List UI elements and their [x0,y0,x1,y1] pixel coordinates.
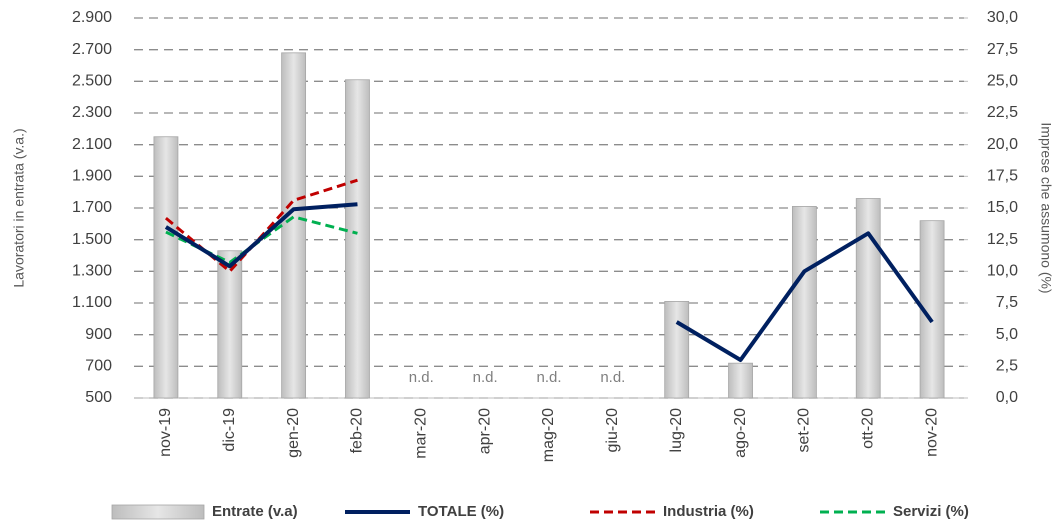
x-tick-label: ott-20 [859,408,876,449]
y-tick-label: 1.300 [72,263,112,280]
x-tick-label: feb-20 [349,408,366,453]
x-tick-label: gen-20 [285,408,302,458]
x-tick-label: set-20 [796,408,813,453]
y-tick-label: 1.700 [72,199,112,216]
y2-tick-label: 12,5 [987,231,1018,248]
line [164,202,934,362]
legend-label: Entrate (v.a) [212,503,298,520]
y-tick-label: 1.900 [72,168,112,185]
bar [281,52,307,399]
x-tick-label: nov-20 [923,408,940,457]
y2-tick-label: 27,5 [987,41,1018,58]
y2-tick-label: 10,0 [987,263,1018,280]
legend-swatch [111,504,205,520]
y-tick-label: 1.100 [72,294,112,311]
y-tick-label: 2.500 [72,73,112,90]
y-tick-label: 500 [85,389,112,406]
y-tick-label: 700 [85,358,112,375]
bar [153,136,179,399]
y2-tick-label: 25,0 [987,73,1018,90]
y-tick-label: 2.100 [72,136,112,153]
bar [664,301,690,399]
y2-tick-label: 30,0 [987,9,1018,26]
y-axis-title: Lavoratori in entrata (v.a.) [11,128,27,287]
x-tick-label: mag-20 [540,408,557,462]
y2-tick-label: 7,5 [996,294,1018,311]
x-tick-label: mar-20 [413,408,430,459]
y-tick-label: 900 [85,326,112,343]
value-label: n.d. [536,369,561,386]
y2-tick-label: 17,5 [987,168,1018,185]
y-tick-label: 2.700 [72,41,112,58]
y2-tick-label: 2,5 [996,358,1018,375]
x-tick-label: nov-19 [157,408,174,457]
x-tick-label: dic-19 [221,408,238,452]
legend-label: TOTALE (%) [418,503,504,520]
bar [728,362,753,399]
value-label: n.d. [409,369,434,386]
y2-tick-label: 20,0 [987,136,1018,153]
x-tick-label: giu-20 [604,408,621,453]
value-label: n.d. [473,369,498,386]
x-tick-label: lug-20 [668,408,685,453]
y2-axis-title: Imprese che assumono (%) [1038,122,1054,293]
bar [217,250,243,399]
x-tick-label: apr-20 [476,408,493,454]
bar [855,198,881,399]
y-tick-label: 1.500 [72,231,112,248]
legend-label: Servizi (%) [893,503,969,520]
y2-tick-label: 5,0 [996,326,1018,343]
y-tick-label: 2.300 [72,104,112,121]
x-tick-label: ago-20 [732,408,749,458]
y2-tick-label: 0,0 [996,389,1018,406]
y-tick-label: 2.900 [72,9,112,26]
bar [791,206,817,399]
value-label: n.d. [600,369,625,386]
y2-tick-label: 15,0 [987,199,1018,216]
y2-tick-label: 22,5 [987,104,1018,121]
legend-label: Industria (%) [663,503,754,520]
bar [345,79,370,399]
